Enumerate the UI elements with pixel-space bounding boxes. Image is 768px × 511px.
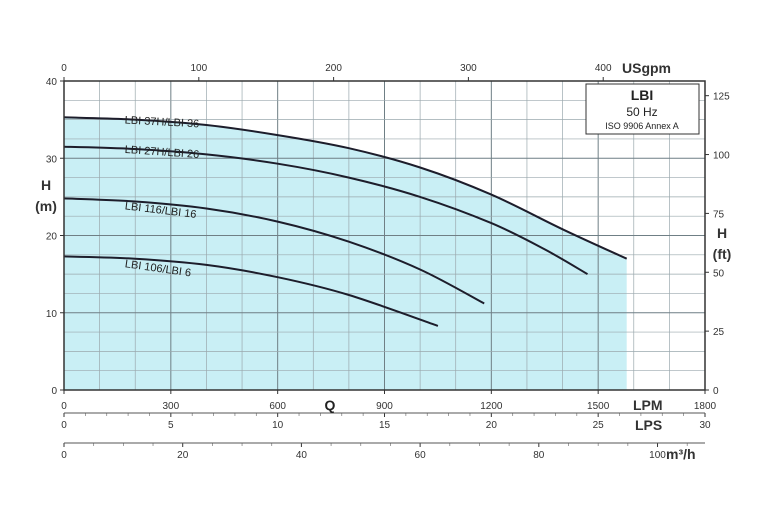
y-left-unit-bottom: (m) — [35, 198, 57, 214]
tick-label: 60 — [415, 450, 427, 461]
curve-line — [63, 116, 628, 260]
flow-q-label: Q — [325, 397, 336, 413]
operating-area-fill — [64, 117, 627, 391]
tick-label: 400 — [595, 63, 612, 74]
tick-label: 20 — [177, 450, 189, 461]
y-right-unit-top: H — [717, 225, 727, 241]
tick-label: 5 — [168, 420, 174, 431]
legend-box: LBI 50 Hz ISO 9906 Annex A — [585, 83, 700, 135]
tick-label: 300 — [460, 63, 477, 74]
y-right-unit-bottom: (ft) — [713, 246, 732, 262]
tick-label: 30 — [699, 420, 711, 431]
tick-label: 10 — [46, 309, 58, 320]
legend-frequency: 50 Hz — [626, 105, 657, 119]
curve-line — [63, 255, 439, 327]
tick-label: 25 — [713, 327, 725, 338]
tick-label: 75 — [713, 209, 725, 220]
x-lpm-unit: LPM — [633, 397, 663, 413]
y-left-unit-top: H — [41, 177, 51, 193]
x-m3h-unit: m³/h — [666, 446, 696, 462]
tick-label: 20 — [486, 420, 498, 431]
tick-label: 50 — [713, 268, 725, 279]
tick-label: 0 — [61, 450, 67, 461]
tick-label: 25 — [593, 420, 605, 431]
curve-line — [63, 197, 485, 305]
tick-label: 600 — [269, 401, 286, 412]
tick-label: 1500 — [587, 401, 610, 412]
tick-label: 0 — [61, 401, 67, 412]
tick-label: 100 — [713, 151, 730, 162]
tick-label: 0 — [713, 386, 719, 397]
legend-title: LBI — [631, 87, 654, 103]
curve-label: LBI 37H/LBI 36 — [124, 114, 199, 130]
x-axis-m3h-ticks: 0 20 40 60 80 100 — [61, 443, 688, 461]
curve-label: LBI 27H/LBI 26 — [124, 144, 199, 161]
tick-label: 0 — [61, 420, 67, 431]
tick-label: 100 — [649, 450, 666, 461]
tick-label: 1200 — [480, 401, 503, 412]
tick-label: 10 — [272, 420, 284, 431]
y-axis-m-ticks: 0 10 20 30 40 — [46, 77, 64, 397]
tick-label: 30 — [46, 154, 58, 165]
tick-label: 0 — [51, 386, 57, 397]
x-lps-unit: LPS — [635, 417, 662, 433]
x-top-unit: USgpm — [622, 60, 671, 76]
tick-label: 300 — [162, 401, 179, 412]
tick-label: 1800 — [694, 401, 717, 412]
tick-label: 100 — [190, 63, 207, 74]
legend-standard: ISO 9906 Annex A — [605, 121, 679, 131]
tick-label: 200 — [325, 63, 342, 74]
x-axis-lps-ticks: 0 5 10 15 20 25 30 — [61, 413, 711, 431]
tick-label: 0 — [61, 63, 67, 74]
tick-label: 40 — [296, 450, 308, 461]
tick-label: 40 — [46, 77, 58, 88]
tick-label: 80 — [533, 450, 545, 461]
curve-line — [63, 145, 589, 275]
grid-lines — [64, 81, 705, 390]
tick-label: 900 — [376, 401, 393, 412]
legend-frame — [585, 83, 700, 135]
x-axis-usgpm-ticks: 0 100 200 300 400 — [61, 63, 612, 81]
x-axis-lpm-ticks: 0 300 600 900 1200 1500 1800 — [61, 390, 717, 412]
tick-label: 20 — [46, 232, 58, 243]
tick-label: 125 — [713, 92, 730, 103]
y-axis-ft-ticks: 0 25 50 75 100 125 — [705, 92, 730, 397]
tick-label: 15 — [379, 420, 391, 431]
